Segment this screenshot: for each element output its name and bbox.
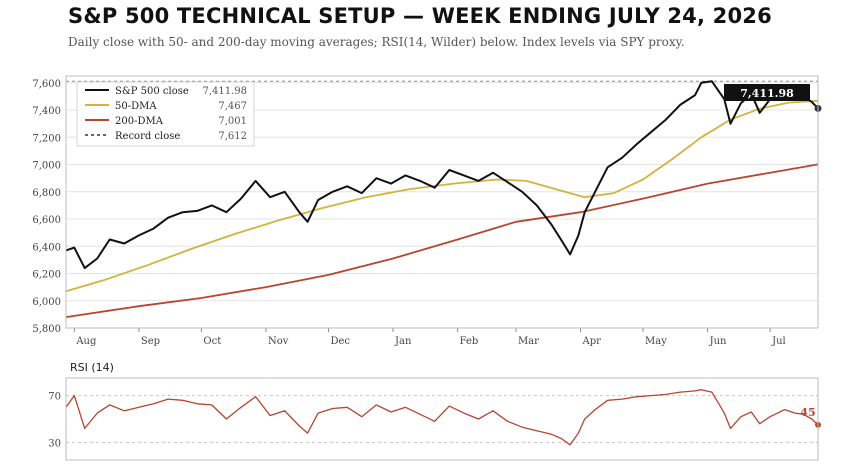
legend-value-close: 7,411.98	[202, 86, 247, 97]
price-y-tick-label: 5,800	[32, 324, 61, 335]
price-x-tick-label: Jul	[771, 336, 786, 347]
legend-value-record: 7,612	[218, 131, 247, 142]
price-x-tick-label: Jan	[394, 336, 412, 347]
rsi-grid	[66, 395, 818, 443]
price-x-tick-label: Sep	[141, 336, 160, 347]
legend-label-record: Record close	[115, 131, 180, 142]
price-y-tick-label: 6,800	[32, 188, 61, 199]
price-y-axis: 5,800 6,000 6,200 6,400 6,600 6,800 7,000 7,200…	[32, 79, 61, 335]
price-y-tick-label: 6,200	[32, 270, 61, 281]
price-x-tick-label: Aug	[75, 336, 97, 347]
rsi-plot-border	[65, 377, 819, 461]
price-x-tick-label: Feb	[460, 336, 479, 347]
price-x-tick-label: Jun	[709, 336, 727, 347]
price-x-tick-label: Dec	[330, 336, 350, 347]
legend: S&P 500 close 7,411.98 50-DMA 7,467 200-…	[76, 81, 255, 147]
price-y-tick-label: 7,000	[32, 161, 61, 172]
rsi-y-tick-label: 70	[48, 392, 61, 403]
price-y-tick-label: 6,600	[32, 215, 61, 226]
last-close-callout: 7,411.98	[724, 84, 810, 101]
price-x-tick-label: May	[645, 336, 667, 347]
dma200-line	[65, 163, 819, 318]
price-y-tick-label: 7,200	[32, 133, 61, 144]
chart-title: S&P 500 TECHNICAL SETUP — WEEK ENDING JU…	[68, 4, 772, 28]
legend-label-200dma: 200-DMA	[115, 116, 164, 127]
rsi-last-label: 45	[800, 406, 815, 419]
rsi-series	[65, 389, 821, 446]
price-x-tick-label: Mar	[518, 336, 539, 347]
last-close-label: 7,411.98	[740, 87, 794, 100]
rsi-frame	[65, 377, 819, 461]
rsi-y-tick-label: 30	[48, 438, 61, 449]
legend-value-200dma: 7,001	[218, 116, 247, 127]
price-y-tick-label: 6,000	[32, 297, 61, 308]
rsi-panel-title: RSI (14)	[70, 361, 114, 374]
price-y-tick-label: 7,400	[32, 106, 61, 117]
legend-value-50dma: 7,467	[218, 101, 247, 112]
price-x-tick-label: Oct	[203, 336, 221, 347]
legend-label-close: S&P 500 close	[115, 86, 189, 97]
price-x-tick-label: Apr	[582, 336, 602, 347]
dma50-line	[65, 100, 819, 293]
rsi-line	[65, 389, 819, 446]
legend-box	[76, 81, 255, 147]
price-plot-border	[65, 75, 819, 329]
rsi-y-axis: 30 70	[48, 392, 61, 450]
legend-label-50dma: 50-DMA	[115, 101, 157, 112]
price-x-tick-label: Nov	[268, 336, 289, 347]
price-frame	[65, 75, 819, 329]
price-x-axis: Aug Sep Oct Nov Dec Jan Feb Mar Apr May Jun Jul	[73, 328, 786, 347]
price-y-tick-label: 6,400	[32, 242, 61, 253]
last-close-box	[724, 84, 810, 101]
chart-subtitle: Daily close with 50- and 200-day moving …	[68, 35, 685, 49]
price-y-tick-label: 7,600	[32, 79, 61, 90]
